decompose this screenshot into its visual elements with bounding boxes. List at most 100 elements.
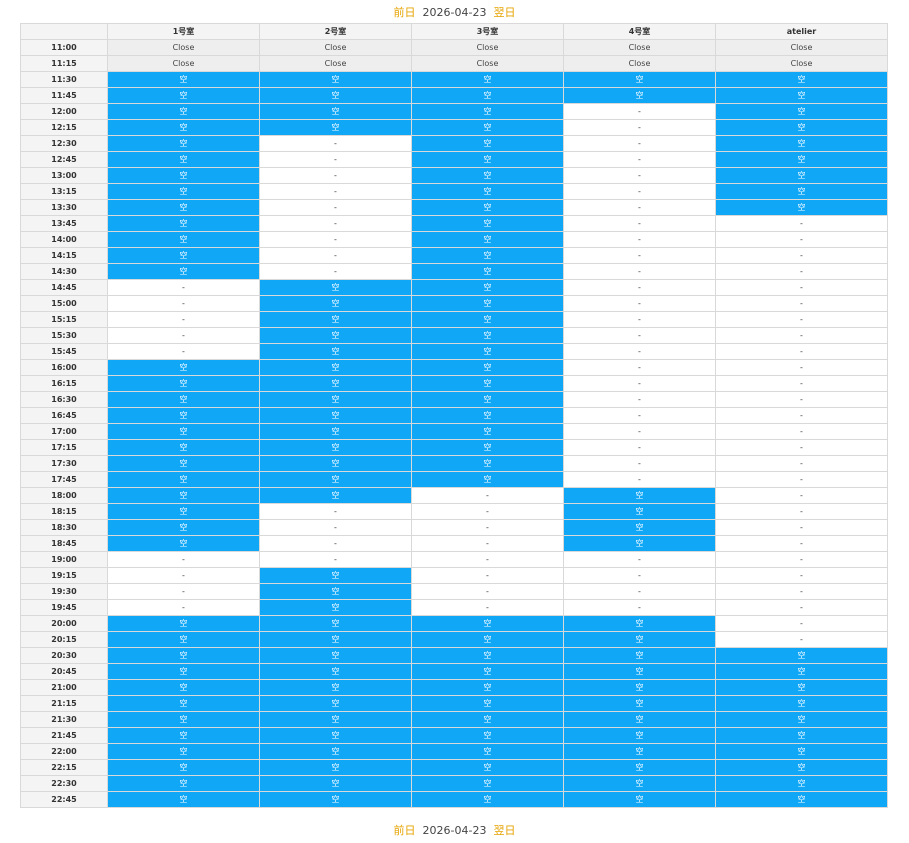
slot-available-room-1[interactable]: 空 <box>107 487 260 504</box>
slot-available-room-3[interactable]: 空 <box>411 135 564 152</box>
slot-available-room-2[interactable]: 空 <box>259 279 412 296</box>
slot-available-room-3[interactable]: 空 <box>411 647 564 664</box>
prev-day-link-bottom[interactable]: 前日 <box>393 824 416 837</box>
slot-available-room-4[interactable]: 空 <box>563 663 716 680</box>
slot-available-room-3[interactable]: 空 <box>411 215 564 232</box>
slot-available-room-1[interactable]: 空 <box>107 87 260 104</box>
slot-available-room-1[interactable]: 空 <box>107 647 260 664</box>
slot-available-room-1[interactable]: 空 <box>107 119 260 136</box>
slot-available-room-4[interactable]: 空 <box>563 711 716 728</box>
slot-available-room-4[interactable]: 空 <box>563 791 716 808</box>
slot-available-room-4[interactable]: 空 <box>563 743 716 760</box>
slot-available-room-4[interactable]: 空 <box>563 519 716 536</box>
slot-available-room-2[interactable]: 空 <box>259 343 412 360</box>
slot-available-room-1[interactable]: 空 <box>107 135 260 152</box>
slot-available-room-2[interactable]: 空 <box>259 679 412 696</box>
slot-available-room-4[interactable]: 空 <box>563 535 716 552</box>
slot-available-room-3[interactable]: 空 <box>411 151 564 168</box>
slot-available-room-4[interactable]: 空 <box>563 727 716 744</box>
slot-available-room-1[interactable]: 空 <box>107 167 260 184</box>
slot-available-room-3[interactable]: 空 <box>411 775 564 792</box>
slot-available-room-3[interactable]: 空 <box>411 167 564 184</box>
slot-available-room-atelier[interactable]: 空 <box>715 183 888 200</box>
slot-available-room-1[interactable]: 空 <box>107 663 260 680</box>
slot-available-room-2[interactable]: 空 <box>259 759 412 776</box>
slot-available-room-4[interactable]: 空 <box>563 759 716 776</box>
slot-available-room-2[interactable]: 空 <box>259 359 412 376</box>
slot-available-room-3[interactable]: 空 <box>411 695 564 712</box>
slot-available-room-1[interactable]: 空 <box>107 471 260 488</box>
slot-available-room-2[interactable]: 空 <box>259 471 412 488</box>
slot-available-room-3[interactable]: 空 <box>411 183 564 200</box>
slot-available-room-4[interactable]: 空 <box>563 695 716 712</box>
slot-available-room-2[interactable]: 空 <box>259 775 412 792</box>
slot-available-room-1[interactable]: 空 <box>107 631 260 648</box>
slot-available-room-4[interactable]: 空 <box>563 71 716 88</box>
slot-available-room-atelier[interactable]: 空 <box>715 759 888 776</box>
slot-available-room-atelier[interactable]: 空 <box>715 679 888 696</box>
slot-available-room-3[interactable]: 空 <box>411 615 564 632</box>
slot-available-room-atelier[interactable]: 空 <box>715 791 888 808</box>
slot-available-room-2[interactable]: 空 <box>259 103 412 120</box>
slot-available-room-1[interactable]: 空 <box>107 743 260 760</box>
slot-available-room-1[interactable]: 空 <box>107 775 260 792</box>
slot-available-room-2[interactable]: 空 <box>259 711 412 728</box>
slot-available-room-2[interactable]: 空 <box>259 791 412 808</box>
slot-available-room-3[interactable]: 空 <box>411 71 564 88</box>
slot-available-room-2[interactable]: 空 <box>259 87 412 104</box>
slot-available-room-1[interactable]: 空 <box>107 615 260 632</box>
slot-available-room-3[interactable]: 空 <box>411 391 564 408</box>
slot-available-room-2[interactable]: 空 <box>259 727 412 744</box>
slot-available-room-1[interactable]: 空 <box>107 791 260 808</box>
slot-available-room-atelier[interactable]: 空 <box>715 151 888 168</box>
slot-available-room-1[interactable]: 空 <box>107 455 260 472</box>
slot-available-room-2[interactable]: 空 <box>259 327 412 344</box>
slot-available-room-atelier[interactable]: 空 <box>715 647 888 664</box>
slot-available-room-atelier[interactable]: 空 <box>715 743 888 760</box>
slot-available-room-2[interactable]: 空 <box>259 743 412 760</box>
slot-available-room-2[interactable]: 空 <box>259 631 412 648</box>
slot-available-room-3[interactable]: 空 <box>411 711 564 728</box>
slot-available-room-2[interactable]: 空 <box>259 311 412 328</box>
slot-available-room-2[interactable]: 空 <box>259 391 412 408</box>
slot-available-room-2[interactable]: 空 <box>259 119 412 136</box>
slot-available-room-3[interactable]: 空 <box>411 407 564 424</box>
slot-available-room-1[interactable]: 空 <box>107 215 260 232</box>
slot-available-room-3[interactable]: 空 <box>411 791 564 808</box>
slot-available-room-1[interactable]: 空 <box>107 263 260 280</box>
slot-available-room-4[interactable]: 空 <box>563 647 716 664</box>
slot-available-room-1[interactable]: 空 <box>107 407 260 424</box>
slot-available-room-1[interactable]: 空 <box>107 503 260 520</box>
slot-available-room-3[interactable]: 空 <box>411 231 564 248</box>
slot-available-room-1[interactable]: 空 <box>107 695 260 712</box>
slot-available-room-3[interactable]: 空 <box>411 439 564 456</box>
slot-available-room-2[interactable]: 空 <box>259 647 412 664</box>
next-day-link[interactable]: 翌日 <box>493 6 516 19</box>
slot-available-room-3[interactable]: 空 <box>411 311 564 328</box>
slot-available-room-3[interactable]: 空 <box>411 199 564 216</box>
slot-available-room-1[interactable]: 空 <box>107 199 260 216</box>
slot-available-room-3[interactable]: 空 <box>411 359 564 376</box>
slot-available-room-3[interactable]: 空 <box>411 279 564 296</box>
slot-available-room-3[interactable]: 空 <box>411 343 564 360</box>
slot-available-room-1[interactable]: 空 <box>107 183 260 200</box>
slot-available-room-4[interactable]: 空 <box>563 503 716 520</box>
slot-available-room-atelier[interactable]: 空 <box>715 135 888 152</box>
slot-available-room-atelier[interactable]: 空 <box>715 199 888 216</box>
slot-available-room-3[interactable]: 空 <box>411 679 564 696</box>
slot-available-room-3[interactable]: 空 <box>411 471 564 488</box>
slot-available-room-atelier[interactable]: 空 <box>715 711 888 728</box>
slot-available-room-3[interactable]: 空 <box>411 247 564 264</box>
slot-available-room-1[interactable]: 空 <box>107 711 260 728</box>
slot-available-room-3[interactable]: 空 <box>411 743 564 760</box>
slot-available-room-3[interactable]: 空 <box>411 375 564 392</box>
slot-available-room-1[interactable]: 空 <box>107 679 260 696</box>
slot-available-room-1[interactable]: 空 <box>107 231 260 248</box>
slot-available-room-4[interactable]: 空 <box>563 679 716 696</box>
slot-available-room-atelier[interactable]: 空 <box>715 167 888 184</box>
slot-available-room-2[interactable]: 空 <box>259 423 412 440</box>
slot-available-room-2[interactable]: 空 <box>259 375 412 392</box>
slot-available-room-3[interactable]: 空 <box>411 727 564 744</box>
slot-available-room-1[interactable]: 空 <box>107 439 260 456</box>
slot-available-room-atelier[interactable]: 空 <box>715 71 888 88</box>
